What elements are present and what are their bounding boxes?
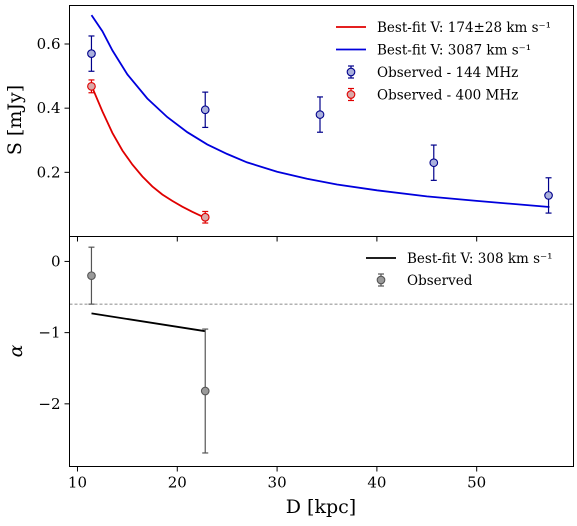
top-data-point [87,49,96,58]
bottom-data-point [87,271,96,281]
top-data-point [544,191,553,200]
bottom-panel: 0 −1 −2 10 20 30 40 50 α D [kpc] Best-fit V: 30… [5,246,574,518]
bottom-y-axis-label: α [5,344,27,357]
bottom-y-tick-label: −1 [38,324,60,342]
top-series-line-1 [90,14,550,208]
top-y-tick-label: 0.4 [37,99,61,117]
top-data-point [87,81,96,91]
top-data-point [315,110,325,119]
bottom-legend-label: Observed [407,273,473,289]
top-legend-marker [346,90,356,99]
bottom-y-tick-label: 0 [51,252,61,270]
top-legend-label: Observed - 400 MHz [377,88,518,104]
bottom-y-tick-label: −2 [38,395,60,413]
bottom-series-lines [91,312,206,333]
bottom-series-line-0 [91,312,206,333]
top-legend-label: Best-fit V: 3087 km s⁻¹ [377,43,531,59]
top-data-point [200,212,210,222]
top-data-point [429,158,439,168]
bottom-legend-label: Best-fit V: 308 km s⁻¹ [407,251,553,267]
x-tick-label: 20 [168,474,187,492]
top-legend-label: Observed - 144 MHz [377,65,518,81]
top-errorbars [87,35,553,224]
x-tick-label: 40 [367,474,386,492]
top-panel: 0.2 0.4 0.6 S [mJy] Best-fit V: 174±28 km … [4,14,553,242]
top-ticks: 0.2 0.4 0.6 [37,35,478,242]
top-series-lines [90,14,550,218]
top-legend-label: Best-fit V: 174±28 km s⁻¹ [377,20,551,36]
bottom-legend-marker [376,275,386,285]
bottom-data-point [200,386,210,396]
bottom-errorbars [87,246,210,454]
top-legend-marker [346,67,356,77]
x-tick-label: 30 [268,474,287,492]
top-series-line-0 [90,85,204,218]
x-tick-label: 50 [467,474,486,492]
top-data-point [200,105,210,115]
bottom-axes-frame [69,236,574,467]
x-axis-label: D [kpc] [286,496,356,518]
top-y-tick-label: 0.2 [37,163,61,181]
top-y-axis-label: S [mJy] [4,85,26,155]
bottom-ticks: 0 −1 −2 10 20 30 40 50 [38,252,486,491]
bottom-legend: Best-fit V: 308 km s⁻¹ Observed [366,251,553,289]
top-legend: Best-fit V: 174±28 km s⁻¹ Best-fit V: 308… [336,20,551,104]
x-tick-label: 10 [68,474,87,492]
top-y-tick-label: 0.6 [37,35,61,53]
